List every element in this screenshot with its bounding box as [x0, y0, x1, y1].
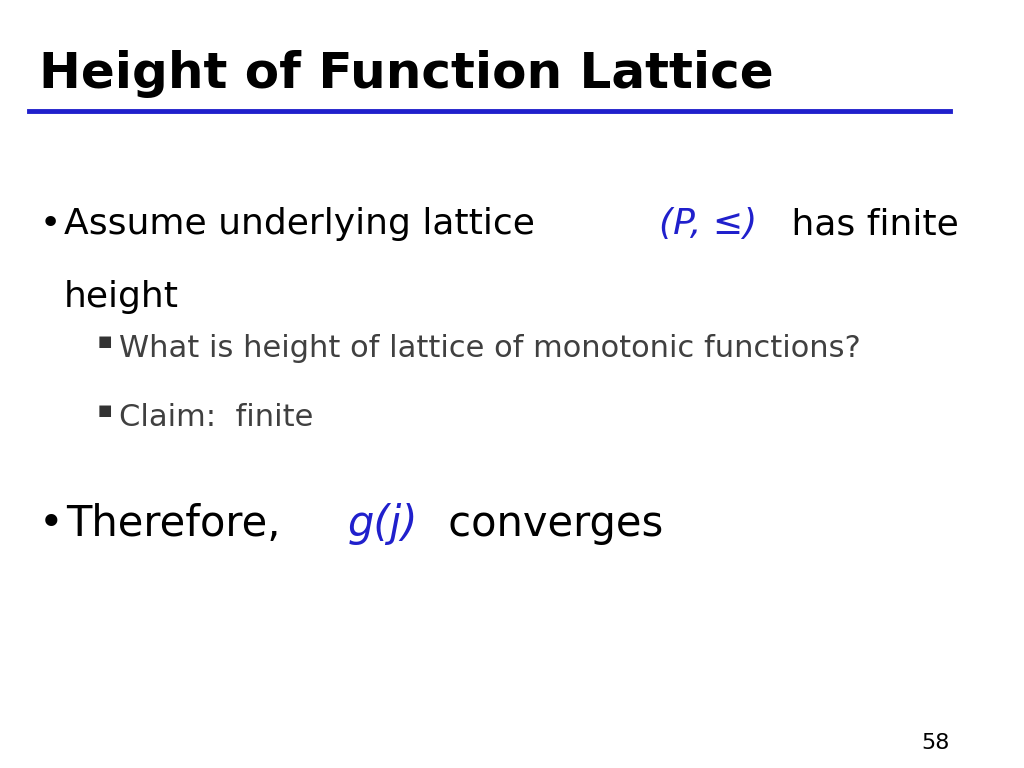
Text: Therefore,: Therefore,: [67, 503, 294, 545]
Text: Claim:  finite: Claim: finite: [120, 403, 313, 432]
Text: 58: 58: [922, 733, 949, 753]
Text: What is height of lattice of monotonic functions?: What is height of lattice of monotonic f…: [120, 334, 861, 363]
Text: •: •: [39, 503, 63, 545]
Text: Height of Function Lattice: Height of Function Lattice: [39, 50, 774, 98]
Text: converges: converges: [434, 503, 663, 545]
Text: has finite: has finite: [780, 207, 958, 241]
Text: Assume underlying lattice: Assume underlying lattice: [63, 207, 546, 241]
Text: •: •: [39, 207, 60, 241]
Text: ■: ■: [98, 403, 113, 419]
Text: ■: ■: [98, 334, 113, 349]
Text: g(j): g(j): [347, 503, 418, 545]
Text: height: height: [63, 280, 178, 314]
Text: (P, ≤): (P, ≤): [658, 207, 757, 241]
